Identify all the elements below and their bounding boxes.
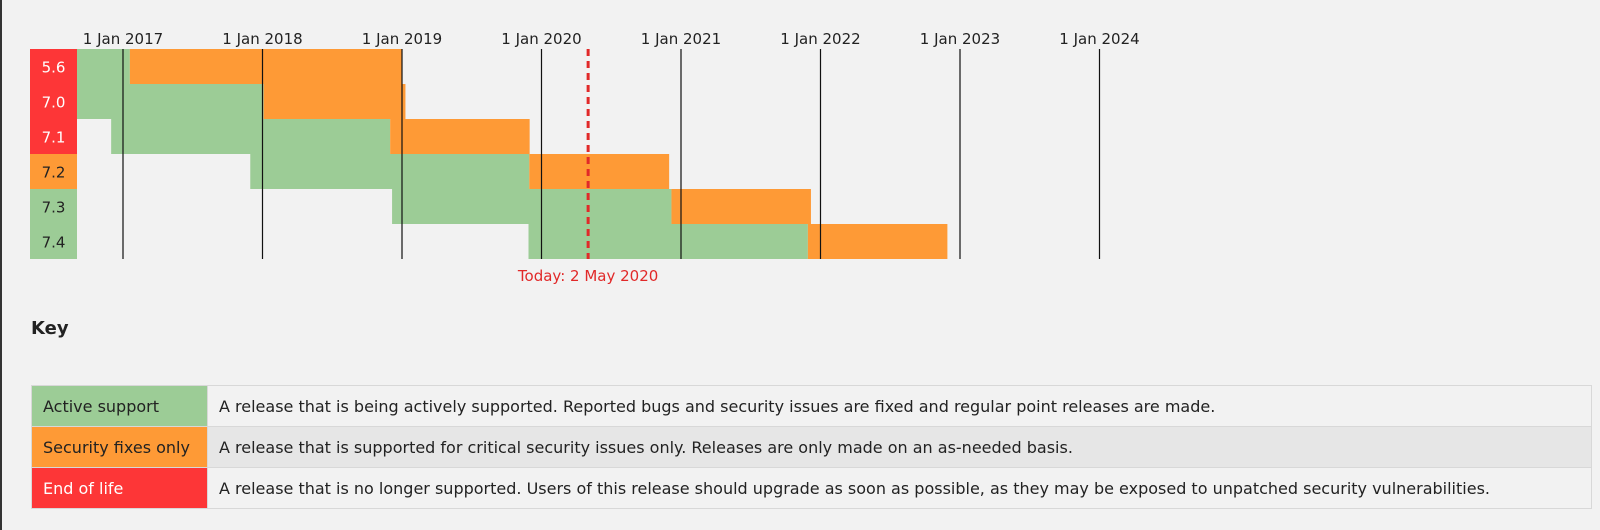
x-tick-label-2018: 1 Jan 2018 (222, 30, 302, 48)
active-support-bar-7.0 (77, 84, 264, 119)
version-label-7.4: 7.4 (42, 234, 66, 252)
version-label-7.3: 7.3 (42, 199, 66, 217)
version-label-7.1: 7.1 (42, 129, 66, 147)
security-fixes-bar-7.3 (671, 189, 811, 224)
version-label-cell-7.4 (30, 224, 77, 259)
security-fixes-bar-5.6 (129, 49, 402, 84)
key-description-active-support: A release that is being actively support… (207, 385, 1592, 427)
security-fixes-bar-7.2 (529, 154, 670, 189)
page-left-border (0, 0, 2, 530)
security-fixes-bar-7.0 (263, 84, 406, 119)
key-description-security-fixes: A release that is supported for critical… (207, 426, 1592, 468)
active-support-bar-7.1 (111, 119, 391, 154)
x-tick-label-2020: 1 Jan 2020 (501, 30, 581, 48)
x-tick-label-2023: 1 Jan 2023 (920, 30, 1000, 48)
version-label-cell-7.3 (30, 189, 77, 224)
support-timeline-chart: 5.6 7.0 7.1 7.2 7.3 7.4 1 Jan 2017 1 Jan 2018 1 … (30, 30, 1140, 285)
active-support-bar-7.4 (528, 224, 808, 259)
x-tick-label-2019: 1 Jan 2019 (362, 30, 442, 48)
security-fixes-bar-7.1 (390, 119, 530, 154)
key-description-end-of-life: A release that is no longer supported. U… (207, 467, 1592, 509)
key-heading: Key (31, 318, 69, 339)
key-row-active-support: Active support A release that is being a… (31, 385, 1592, 427)
key-label-security-fixes: Security fixes only (31, 426, 208, 468)
x-tick-label-2022: 1 Jan 2022 (780, 30, 860, 48)
x-tick-label-2021: 1 Jan 2021 (641, 30, 721, 48)
x-tick-label-2024: 1 Jan 2024 (1059, 30, 1139, 48)
version-label-7.0: 7.0 (42, 94, 66, 112)
version-label-cell-7.2 (30, 154, 77, 189)
active-support-bar-7.2 (250, 154, 530, 189)
version-label-cell-7.0 (30, 84, 77, 119)
version-label-cell-7.1 (30, 119, 77, 154)
x-tick-label-2017: 1 Jan 2017 (83, 30, 163, 48)
today-marker-label: Today: 2 May 2020 (517, 267, 658, 285)
key-row-end-of-life: End of life A release that is no longer … (31, 467, 1592, 509)
key-label-active-support: Active support (31, 385, 208, 427)
active-support-bar-5.6 (77, 49, 130, 84)
security-fixes-bar-7.4 (807, 224, 948, 259)
version-label-5.6: 5.6 (42, 59, 66, 77)
key-row-security-fixes: Security fixes only A release that is su… (31, 426, 1592, 468)
version-label-cell-5.6 (30, 49, 77, 84)
active-support-bar-7.3 (392, 189, 672, 224)
version-label-7.2: 7.2 (42, 164, 66, 182)
key-table: Active support A release that is being a… (31, 385, 1592, 509)
key-label-end-of-life: End of life (31, 467, 208, 509)
